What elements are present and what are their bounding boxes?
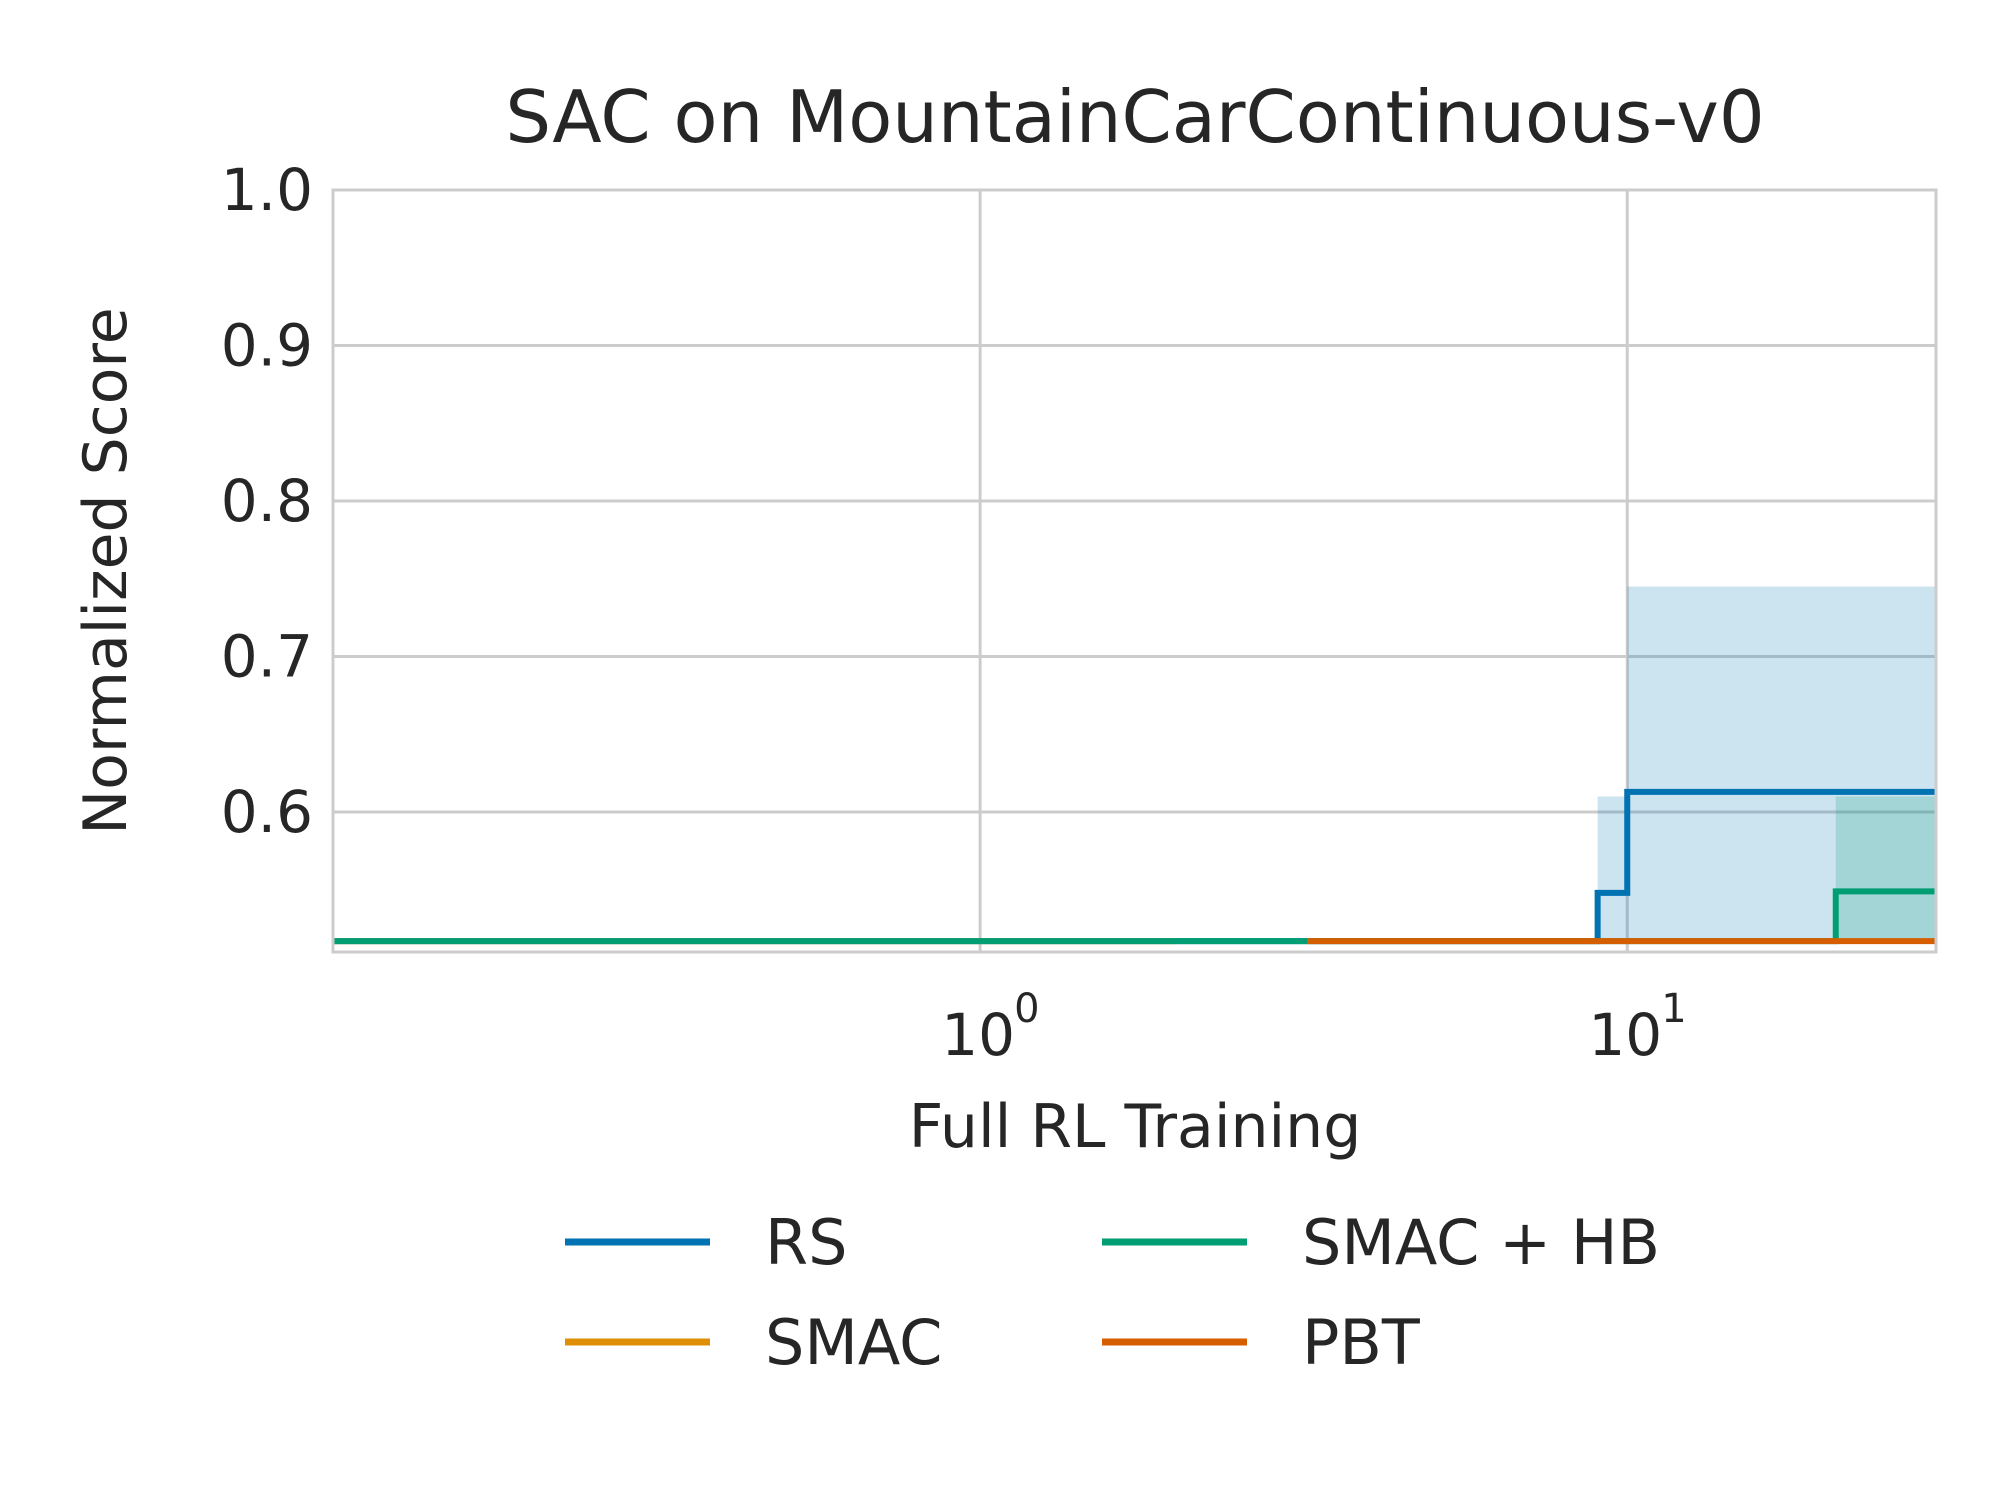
- legend: RS SMAC SMAC + HB PBT: [565, 1206, 1660, 1379]
- series-lines: [333, 788, 1936, 945]
- series-line-smac-hb: [333, 888, 1936, 945]
- x-tick-labels: 10 0 10 1: [941, 986, 1686, 1069]
- y-tick-label: 0.7: [221, 623, 313, 691]
- x-tick-label: 10 1: [1588, 986, 1686, 1069]
- y-tick-labels: 0.6 0.7 0.8 0.9 1.0: [221, 156, 313, 846]
- legend-item-pbt: PBT: [1102, 1306, 1421, 1379]
- legend-label: PBT: [1302, 1306, 1421, 1379]
- x-axis-label: Full RL Training: [909, 1092, 1362, 1162]
- legend-item-smac-hb: SMAC + HB: [1102, 1206, 1660, 1279]
- x-tick-label: 10 0: [941, 986, 1039, 1069]
- legend-label: SMAC + HB: [1302, 1206, 1660, 1279]
- svg-text:10: 10: [1588, 1001, 1662, 1069]
- confidence-bands: [1597, 586, 1936, 942]
- legend-label: SMAC: [765, 1306, 942, 1379]
- plot-area: [331, 188, 1938, 954]
- svg-text:10: 10: [941, 1001, 1015, 1069]
- y-tick-label: 1.0: [221, 156, 313, 224]
- y-tick-label: 0.9: [221, 312, 313, 380]
- svg-text:0: 0: [1014, 986, 1039, 1032]
- y-tick-label: 0.8: [221, 467, 313, 535]
- band-rs: [1597, 796, 1628, 942]
- band-smac-hb: [1835, 796, 1936, 942]
- y-tick-label: 0.6: [221, 778, 313, 846]
- y-axis-label: Normalized Score: [71, 307, 141, 834]
- band-rs: [1627, 586, 1936, 942]
- legend-label: RS: [765, 1206, 847, 1279]
- chart-title: SAC on MountainCarContinuous-v0: [505, 75, 1764, 159]
- legend-item-smac: SMAC: [565, 1306, 942, 1379]
- svg-text:1: 1: [1661, 986, 1686, 1032]
- plot-frame: [331, 188, 1938, 954]
- legend-item-rs: RS: [565, 1206, 847, 1279]
